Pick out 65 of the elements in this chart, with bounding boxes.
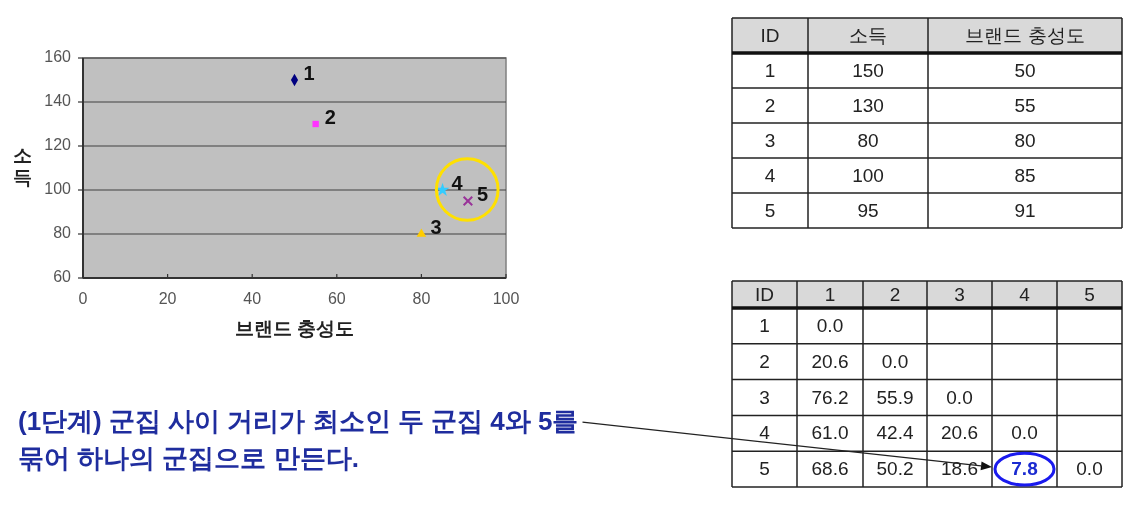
data-label: 61.0 [811,422,849,444]
data-label: 0.0 [1011,422,1038,444]
data-label: 0.0 [1076,458,1103,480]
data-label: 18.6 [941,458,978,480]
y-axis-title: ID [755,283,774,305]
data-label: 91 [1014,199,1036,221]
data-label: 42.4 [876,422,914,444]
data-label: 20.6 [811,350,849,372]
data-label: 55.9 [876,386,914,408]
series-label: 3 [430,216,442,239]
y-tick-label: 4 [759,422,771,444]
data-label: 80 [1014,129,1036,151]
series-label: 1 [303,62,315,85]
data-label: 0.0 [881,350,909,372]
x-tick-label: 5 [1084,283,1095,305]
data-label: 50 [1014,59,1036,81]
data-label: 150 [852,59,884,81]
data-label: 95 [857,199,879,221]
x-tick-label: 20 [158,290,177,308]
data-label: 130 [852,94,884,116]
data-label: 100 [852,164,884,186]
y-tick-label: 3 [764,129,776,151]
text: (1단계) 군집 사이 거리가 최소인 두 군집 4와 5를 묶어 하나의 군집으로 만든다. [18,406,579,473]
y-tick-label: 1 [764,59,776,81]
y-tick-label: 5 [759,458,770,480]
series-label: 2 [324,106,336,129]
point [312,120,319,128]
data-label: 55 [1014,94,1036,116]
x-tick-label: 3 [954,283,965,305]
data-label: 50.2 [876,458,914,480]
data-label: 85 [1014,164,1036,186]
point [416,228,427,237]
x-tick-label: 60 [327,290,346,308]
y-tick-label: 1 [759,314,770,336]
y-tick-label: 4 [764,164,776,186]
y-tick-label: 100 [44,180,72,198]
y-tick-label: 60 [53,268,72,286]
x-axis-title: 브랜드 충성도 [234,318,355,340]
x-tick-label: 4 [1019,283,1031,305]
y-axis-title: 소득 [12,145,32,189]
y-tick-label: 2 [759,350,770,372]
x-tick-label: 80 [412,290,431,308]
x-tick-label: 2 [889,283,901,305]
y-tick-label: 3 [759,386,770,408]
data-label: 0.0 [816,314,844,336]
y-tick-label: 140 [44,92,72,110]
data-label: 76.2 [811,386,849,408]
y-tick-label: 120 [44,136,72,154]
data-label: 7.8 [1011,458,1038,480]
data-label: 68.6 [811,458,849,480]
y-tick-label: 2 [764,94,776,116]
x-tick-label: 1 [824,283,836,305]
point [462,195,474,207]
y-tick-label: 80 [53,224,72,242]
x-tick-label: 40 [243,290,262,308]
data-label: 0.0 [946,386,973,408]
series-label: 5 [476,183,489,206]
y-tick-label: 160 [44,48,72,66]
x-tick-label: 0 [78,290,88,308]
series-label: 4 [451,172,464,195]
x-tick-label: 100 [492,290,520,308]
data-label: 20.6 [941,422,978,444]
data-label: 80 [857,129,879,151]
y-axis-title: ID [760,24,780,46]
y-tick-label: 5 [764,199,776,221]
